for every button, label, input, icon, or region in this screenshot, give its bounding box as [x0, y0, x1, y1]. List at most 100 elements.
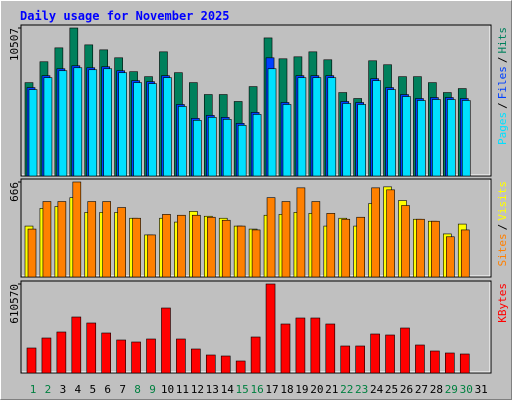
- bar: [312, 77, 322, 177]
- bar: [207, 117, 217, 177]
- bar: [417, 100, 426, 177]
- bar: [355, 345, 365, 374]
- bar: [131, 341, 141, 374]
- x-tick-label: 29: [445, 383, 458, 396]
- bar: [281, 201, 291, 278]
- bar: [192, 214, 201, 278]
- legend-entry: Hits: [496, 27, 509, 54]
- bar: [326, 213, 336, 278]
- bar: [460, 229, 470, 278]
- x-tick-label: 12: [191, 383, 204, 396]
- bar: [41, 337, 52, 374]
- bar: [461, 100, 471, 177]
- bar: [431, 220, 440, 278]
- bar: [222, 119, 232, 177]
- x-tick-label: 26: [400, 383, 413, 396]
- bar: [42, 201, 52, 278]
- x-tick-label: 23: [355, 383, 368, 396]
- bar: [161, 307, 171, 374]
- bar: [133, 82, 142, 177]
- bar: [447, 99, 456, 177]
- bar: [148, 83, 157, 177]
- bar: [402, 96, 411, 177]
- x-tick-label: 21: [325, 383, 338, 396]
- x-tick-label: 17: [265, 383, 278, 396]
- bar: [252, 114, 262, 177]
- bar: [459, 353, 470, 374]
- legend: Pages / Files / Hits: [496, 27, 509, 145]
- x-tick-label: 24: [370, 383, 384, 396]
- x-tick-label: 7: [119, 383, 126, 396]
- y-max-label: 610570: [8, 284, 21, 324]
- chart-title: Daily usage for November 2025: [20, 9, 230, 23]
- x-tick-label: 2: [45, 383, 52, 396]
- legend-entry: Sites: [496, 233, 509, 266]
- legend-separator: /: [496, 57, 509, 64]
- bar: [57, 201, 67, 278]
- legend-separator: /: [496, 102, 509, 109]
- bar: [221, 219, 231, 278]
- bar: [206, 216, 216, 278]
- bar: [163, 77, 172, 177]
- bar: [295, 317, 306, 374]
- bar: [432, 99, 441, 177]
- y-max-label: 666: [8, 182, 21, 202]
- bar: [101, 332, 111, 374]
- bar: [87, 201, 97, 278]
- x-tick-label: 31: [475, 383, 488, 396]
- x-tick-label: 6: [104, 383, 111, 396]
- bar: [416, 218, 425, 278]
- bar: [357, 104, 366, 177]
- bar: [193, 120, 202, 177]
- x-tick-label: 16: [250, 383, 263, 396]
- legend: Sites / Visits: [496, 181, 509, 267]
- bar: [86, 322, 97, 374]
- bar: [370, 333, 380, 374]
- bar: [146, 338, 156, 374]
- legend-entry: Pages: [496, 112, 509, 145]
- bar: [267, 68, 277, 177]
- legend-separator: /: [496, 224, 509, 231]
- bar: [73, 67, 83, 177]
- bar: [311, 201, 321, 278]
- bar: [327, 77, 337, 177]
- legend: KBytes: [496, 283, 509, 323]
- x-tick-label: 28: [430, 383, 443, 396]
- bar: [387, 89, 396, 177]
- bar: [266, 197, 276, 278]
- x-tick-label: 22: [340, 383, 353, 396]
- bar: [325, 323, 336, 374]
- bar: [176, 338, 186, 374]
- bar: [265, 283, 276, 374]
- bar: [340, 345, 351, 374]
- x-tick-label: 19: [295, 383, 308, 396]
- bar: [250, 336, 261, 374]
- bar: [386, 189, 395, 278]
- x-tick-label: 11: [176, 383, 189, 396]
- bar: [445, 352, 455, 374]
- bar: [27, 228, 37, 278]
- bar: [371, 187, 380, 278]
- x-tick-label: 5: [89, 383, 96, 396]
- bar: [310, 317, 321, 374]
- bar: [178, 106, 187, 177]
- x-tick-label: 20: [310, 383, 323, 396]
- bar: [43, 77, 53, 177]
- bar: [235, 360, 246, 374]
- bar: [56, 331, 67, 374]
- bar: [162, 214, 171, 278]
- legend-entry: Visits: [496, 181, 509, 221]
- bar: [280, 323, 291, 374]
- x-tick-label: 30: [460, 383, 473, 396]
- bar: [400, 327, 410, 374]
- bar: [191, 348, 201, 374]
- x-tick-label: 25: [385, 383, 398, 396]
- legend-entry: KBytes: [496, 283, 509, 323]
- bar: [220, 355, 231, 374]
- bar: [297, 77, 307, 177]
- bar: [282, 104, 292, 177]
- bar: [117, 207, 126, 278]
- x-tick-label: 10: [161, 383, 174, 396]
